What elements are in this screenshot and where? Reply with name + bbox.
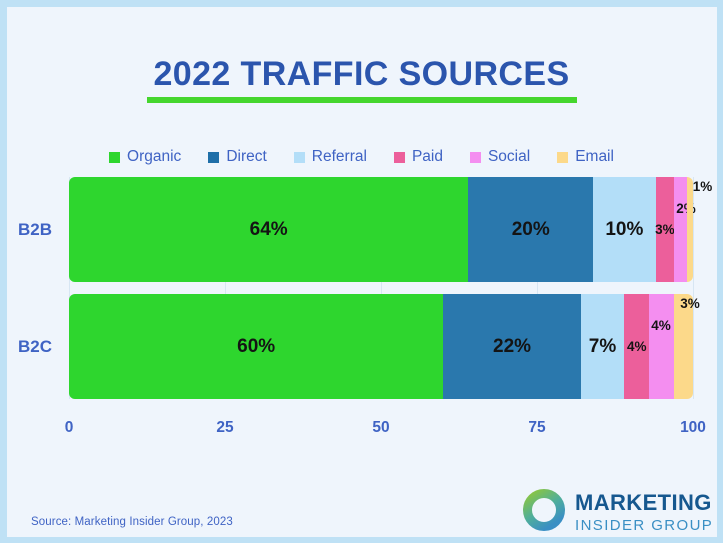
logo-line-secondary: INSIDER GROUP xyxy=(575,517,714,534)
title-block: 2022 TRAFFIC SOURCES xyxy=(7,55,716,103)
legend-item-email[interactable]: Email xyxy=(557,148,614,166)
x-axis: 0 25 50 75 100 xyxy=(65,419,706,441)
x-axis-tick-label: 50 xyxy=(372,419,390,436)
bar-segment-label: 3% xyxy=(655,222,675,237)
legend-item-paid[interactable]: Paid xyxy=(393,148,443,166)
legend-item-label: Referral xyxy=(311,148,367,165)
bar-segment-direct[interactable]: 20% xyxy=(468,177,594,282)
plot-area: B2B 64%20%10%3%2%1% B2C 60%22%7%4%4%3% xyxy=(7,177,716,417)
bar-segment-paid[interactable]: 4% xyxy=(624,294,650,399)
legend-item-direct[interactable]: Direct xyxy=(208,148,267,166)
bar-segment-label: 4% xyxy=(651,318,671,333)
category-label-b2c: B2C xyxy=(17,336,52,356)
category-label-b2b: B2B xyxy=(17,219,52,239)
legend-item-label: Organic xyxy=(127,148,182,165)
bar-segment-organic[interactable]: 64% xyxy=(69,177,469,282)
bar-segment-referral[interactable]: 7% xyxy=(580,294,625,399)
gridline xyxy=(225,177,226,399)
page-title: 2022 TRAFFIC SOURCES xyxy=(153,55,570,93)
bar-segment-label: 3% xyxy=(680,296,700,311)
logo-text: MARKETING INSIDER GROUP xyxy=(575,490,714,534)
legend-swatch-icon xyxy=(293,151,305,163)
bar-segment-label: 64% xyxy=(249,218,288,240)
brand-logo: MARKETING INSIDER GROUP xyxy=(523,489,713,536)
bar-row-b2b: B2B 64% 20% 10% 3%2%1% xyxy=(7,177,716,282)
gridline xyxy=(69,177,70,399)
bar-row-b2c: B2C 60% 22% 7% 4% 4% 3% xyxy=(7,294,716,399)
x-axis-tick-label: 0 xyxy=(64,419,74,436)
legend-item-social[interactable]: Social xyxy=(469,148,531,166)
bar-segment-email[interactable]: 1% xyxy=(686,177,712,282)
legend-item-referral[interactable]: Referral xyxy=(293,148,367,166)
stacked-bar-b2b: 64% 20% 10% 3%2%1% xyxy=(69,177,712,282)
legend-item-label: Email xyxy=(575,148,614,165)
chart-legend: Organic Direct Referral Paid Social Email xyxy=(7,148,716,166)
title-underline xyxy=(146,97,577,103)
legend-swatch-icon xyxy=(393,151,405,163)
bar-segment-direct[interactable]: 22% xyxy=(443,294,581,399)
x-axis-tick-label: 25 xyxy=(216,419,234,436)
legend-item-label: Social xyxy=(487,148,531,165)
legend-swatch-icon xyxy=(109,151,121,163)
bar-segment-label: 20% xyxy=(511,218,550,240)
bar-segment-referral[interactable]: 10% xyxy=(593,177,656,282)
legend-item-organic[interactable]: Organic xyxy=(109,148,181,166)
legend-swatch-icon xyxy=(469,151,481,163)
gridlines xyxy=(69,177,694,399)
gridline xyxy=(693,177,694,399)
stacked-bar-b2c: 60% 22% 7% 4% 4% 3% xyxy=(69,294,700,399)
bar-segment-label: 60% xyxy=(237,335,276,357)
bar-segment-organic[interactable]: 60% xyxy=(69,294,444,399)
source-note: Source: Marketing Insider Group, 2023 xyxy=(31,516,233,528)
x-axis-tick-label: 100 xyxy=(680,419,706,436)
legend-swatch-icon xyxy=(557,151,569,163)
bar-segment-label: 22% xyxy=(493,335,532,357)
logo-line-primary: MARKETING xyxy=(575,490,712,515)
legend-swatch-icon xyxy=(208,151,220,163)
legend-item-label: Direct xyxy=(226,148,267,165)
gridline xyxy=(537,177,538,399)
gridline xyxy=(381,177,382,399)
bar-segment-label: 1% xyxy=(692,179,713,194)
bar-segment-label: 4% xyxy=(627,339,647,354)
x-axis-tick-label: 75 xyxy=(528,419,546,436)
bar-segment-social[interactable]: 4% xyxy=(649,294,675,399)
bar-segment-email[interactable]: 3% xyxy=(674,294,700,399)
bar-segment-label: 10% xyxy=(605,218,644,240)
bar-segment-paid[interactable]: 3% xyxy=(655,177,675,282)
legend-item-label: Paid xyxy=(411,148,443,165)
bar-segment-label: 7% xyxy=(588,335,617,357)
ring-logo-icon xyxy=(523,489,565,536)
bar-segment-social[interactable]: 2% xyxy=(674,177,696,282)
